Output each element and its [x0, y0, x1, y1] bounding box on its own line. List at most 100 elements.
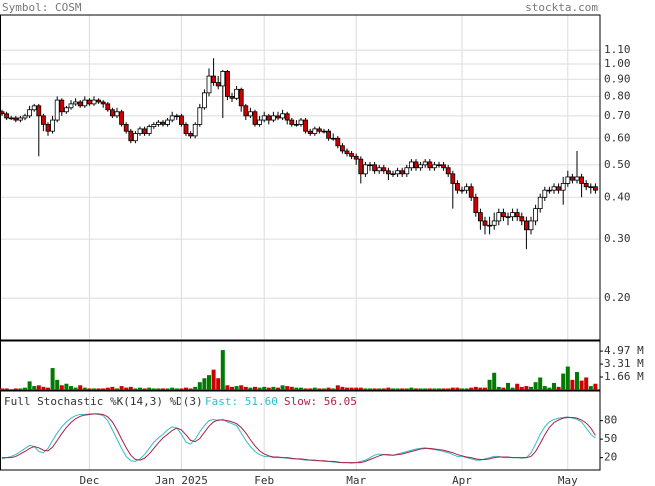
candle-body	[477, 212, 483, 222]
volume-bar	[161, 388, 165, 390]
candle-body	[321, 130, 327, 133]
volume-bar	[276, 387, 280, 390]
volume-bar	[358, 387, 363, 390]
candle-body	[533, 208, 538, 222]
candle-body	[353, 155, 359, 160]
volume-bar	[588, 386, 593, 390]
volume-bar	[193, 386, 198, 390]
candle-body	[454, 183, 460, 191]
candle-body	[441, 164, 447, 169]
volume-bar	[87, 388, 92, 390]
volume-bar	[326, 387, 331, 390]
volume-bar	[23, 387, 27, 390]
candle-body	[395, 170, 401, 175]
volume-bar	[124, 387, 129, 390]
volume-bar	[13, 388, 18, 390]
x-tick-label: Apr	[452, 474, 472, 486]
candle-body	[146, 126, 152, 134]
volume-bar	[575, 371, 579, 390]
candle-body	[224, 71, 230, 97]
volume-bar	[524, 386, 529, 390]
volume-bar	[197, 382, 202, 390]
volume-bar	[266, 387, 271, 390]
x-tick-label: Jan 2025	[155, 474, 208, 486]
volume-bar	[202, 378, 207, 390]
volume-bar	[317, 388, 322, 390]
candle-body	[64, 107, 69, 113]
volume-bar	[55, 379, 60, 390]
volume-bar	[239, 385, 244, 390]
volume-tick-label: 3.31 M	[604, 357, 644, 370]
candle-body	[8, 117, 14, 120]
candle-body	[367, 164, 373, 167]
candle-body	[31, 105, 37, 111]
stochastic-tick-label: 80	[604, 414, 617, 427]
candle-body	[422, 161, 428, 166]
candle-body	[45, 124, 51, 132]
candle-body	[128, 130, 134, 142]
volume-bar	[455, 387, 460, 390]
y-tick-label: 0.60	[604, 131, 631, 144]
volume-bar	[349, 387, 354, 390]
candle-body	[307, 130, 313, 134]
candle-body	[110, 109, 115, 117]
candle-body	[211, 75, 217, 83]
candle-body	[583, 183, 589, 188]
candle-body	[91, 99, 97, 105]
candle-body	[257, 119, 263, 125]
volume-bar	[322, 388, 326, 390]
volume-bar	[501, 387, 506, 390]
volume-bar	[216, 378, 221, 390]
candle-body	[413, 161, 419, 169]
volume-tick-label: 4.97 M	[604, 344, 644, 357]
y-tick-label: 0.50	[604, 158, 631, 171]
candle-body	[13, 117, 19, 121]
candle-body	[464, 186, 470, 191]
candle-body	[50, 119, 55, 132]
volume-bar	[257, 387, 262, 390]
volume-bar	[542, 386, 547, 390]
volume-bar	[46, 387, 50, 390]
volume-bar	[170, 387, 175, 390]
candle-body	[165, 119, 171, 125]
volume-bar	[432, 388, 437, 390]
volume-bar	[289, 386, 294, 390]
candle-body	[570, 176, 575, 181]
candle-body	[36, 105, 42, 117]
candle-body	[500, 212, 506, 218]
candle-body	[519, 216, 525, 222]
volume-bar	[496, 386, 501, 390]
candle-body	[372, 164, 378, 172]
candle-body	[174, 115, 180, 118]
volume-bar	[285, 386, 290, 390]
y-tick-label: 1.00	[604, 57, 631, 70]
volume-bar	[533, 382, 538, 390]
volume-bar	[437, 388, 441, 390]
candle-body	[593, 186, 598, 191]
candle-body	[339, 145, 345, 152]
candle-body	[229, 96, 235, 99]
candle-body	[270, 115, 276, 121]
volume-bar	[345, 387, 349, 390]
candle-body	[551, 186, 557, 191]
candle-body	[160, 121, 166, 125]
volume-bar	[340, 386, 345, 390]
legend-entry: Fast: 51.60	[205, 395, 278, 408]
candle-body	[404, 167, 410, 175]
volume-bar	[115, 388, 119, 390]
candle-body	[298, 119, 304, 125]
volume-bar	[230, 386, 234, 390]
volume-bar	[59, 385, 64, 390]
candle-body	[77, 101, 83, 107]
volume-bar	[220, 350, 225, 390]
candle-body	[459, 189, 465, 192]
candle-body	[275, 115, 281, 119]
candle-body	[427, 161, 433, 169]
volume-bar	[515, 383, 520, 390]
legend-entry: Slow: 56.05	[284, 395, 357, 408]
candle-body	[41, 115, 46, 125]
volume-bar	[510, 387, 515, 390]
candle-body	[289, 119, 295, 125]
volume-bar	[441, 388, 446, 390]
volume-bar	[391, 388, 395, 390]
